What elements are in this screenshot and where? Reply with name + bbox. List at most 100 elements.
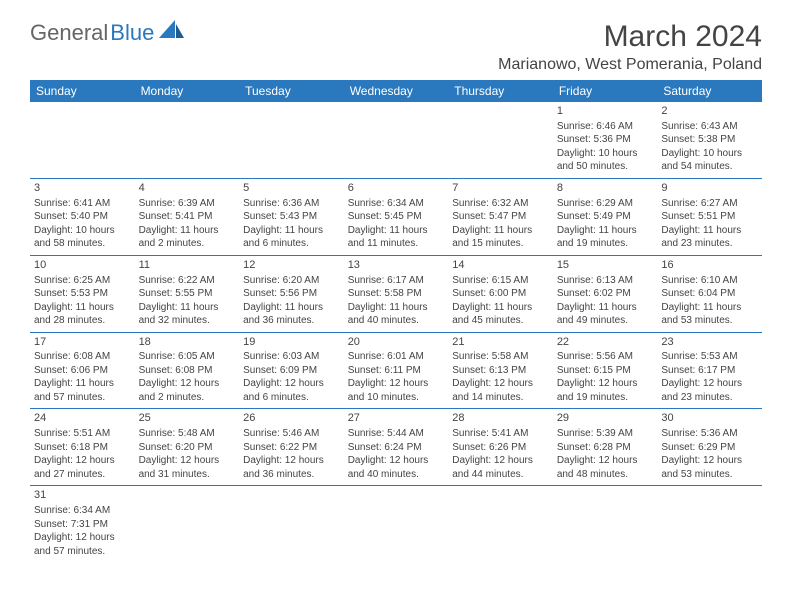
- day-detail-line: Sunrise: 6:15 AM: [452, 274, 549, 288]
- day-detail-line: Sunset: 5:53 PM: [34, 287, 131, 301]
- day-detail-line: Sunrise: 6:34 AM: [348, 197, 445, 211]
- weekday-header: Tuesday: [239, 80, 344, 102]
- day-detail-line: and 19 minutes.: [557, 391, 654, 405]
- day-detail-line: Sunset: 6:11 PM: [348, 364, 445, 378]
- day-detail-line: Sunrise: 6:36 AM: [243, 197, 340, 211]
- calendar-empty-cell: [657, 486, 762, 562]
- day-detail-line: Sunrise: 6:39 AM: [139, 197, 236, 211]
- day-number: 18: [139, 335, 236, 350]
- day-detail-line: Sunrise: 6:05 AM: [139, 350, 236, 364]
- calendar-day-cell: 20Sunrise: 6:01 AMSunset: 6:11 PMDayligh…: [344, 332, 449, 409]
- day-detail-line: Sunset: 5:41 PM: [139, 210, 236, 224]
- day-detail-line: Sunset: 5:36 PM: [557, 133, 654, 147]
- day-detail-line: and 58 minutes.: [34, 237, 131, 251]
- calendar-empty-cell: [239, 486, 344, 562]
- day-detail-line: Daylight: 12 hours: [34, 531, 131, 545]
- day-detail-line: and 53 minutes.: [661, 314, 758, 328]
- calendar-empty-cell: [448, 486, 553, 562]
- calendar-day-cell: 28Sunrise: 5:41 AMSunset: 6:26 PMDayligh…: [448, 409, 553, 486]
- day-detail-line: and 27 minutes.: [34, 468, 131, 482]
- day-detail-line: Sunrise: 5:44 AM: [348, 427, 445, 441]
- day-detail-line: Daylight: 12 hours: [243, 454, 340, 468]
- calendar-day-cell: 29Sunrise: 5:39 AMSunset: 6:28 PMDayligh…: [553, 409, 658, 486]
- calendar-day-cell: 26Sunrise: 5:46 AMSunset: 6:22 PMDayligh…: [239, 409, 344, 486]
- day-number: 19: [243, 335, 340, 350]
- weekday-header-row: SundayMondayTuesdayWednesdayThursdayFrid…: [30, 80, 762, 102]
- day-number: 26: [243, 411, 340, 426]
- day-number: 29: [557, 411, 654, 426]
- day-detail-line: Daylight: 12 hours: [139, 377, 236, 391]
- day-detail-line: Daylight: 12 hours: [348, 377, 445, 391]
- calendar-empty-cell: [448, 102, 553, 178]
- day-detail-line: and 23 minutes.: [661, 391, 758, 405]
- title-block: March 2024 Marianowo, West Pomerania, Po…: [498, 20, 762, 74]
- day-detail-line: and 53 minutes.: [661, 468, 758, 482]
- day-detail-line: Sunset: 5:51 PM: [661, 210, 758, 224]
- calendar-day-cell: 21Sunrise: 5:58 AMSunset: 6:13 PMDayligh…: [448, 332, 553, 409]
- calendar-day-cell: 9Sunrise: 6:27 AMSunset: 5:51 PMDaylight…: [657, 178, 762, 255]
- weekday-header: Wednesday: [344, 80, 449, 102]
- day-detail-line: Daylight: 12 hours: [557, 454, 654, 468]
- day-number: 8: [557, 181, 654, 196]
- day-number: 31: [34, 488, 131, 503]
- calendar-day-cell: 1Sunrise: 6:46 AMSunset: 5:36 PMDaylight…: [553, 102, 658, 178]
- day-number: 15: [557, 258, 654, 273]
- day-detail-line: and 44 minutes.: [452, 468, 549, 482]
- day-detail-line: Sunrise: 6:01 AM: [348, 350, 445, 364]
- calendar-table: SundayMondayTuesdayWednesdayThursdayFrid…: [30, 80, 762, 562]
- day-detail-line: and 15 minutes.: [452, 237, 549, 251]
- day-detail-line: and 49 minutes.: [557, 314, 654, 328]
- day-detail-line: Sunset: 6:17 PM: [661, 364, 758, 378]
- day-detail-line: Daylight: 12 hours: [348, 454, 445, 468]
- calendar-day-cell: 24Sunrise: 5:51 AMSunset: 6:18 PMDayligh…: [30, 409, 135, 486]
- day-detail-line: Sunset: 6:13 PM: [452, 364, 549, 378]
- day-detail-line: and 50 minutes.: [557, 160, 654, 174]
- weekday-header: Thursday: [448, 80, 553, 102]
- day-detail-line: Sunrise: 5:51 AM: [34, 427, 131, 441]
- weekday-header: Saturday: [657, 80, 762, 102]
- day-detail-line: Sunrise: 5:36 AM: [661, 427, 758, 441]
- day-detail-line: Daylight: 12 hours: [34, 454, 131, 468]
- day-detail-line: Sunset: 5:45 PM: [348, 210, 445, 224]
- day-number: 20: [348, 335, 445, 350]
- day-detail-line: Sunset: 6:04 PM: [661, 287, 758, 301]
- calendar-day-cell: 3Sunrise: 6:41 AMSunset: 5:40 PMDaylight…: [30, 178, 135, 255]
- day-detail-line: and 19 minutes.: [557, 237, 654, 251]
- calendar-day-cell: 8Sunrise: 6:29 AMSunset: 5:49 PMDaylight…: [553, 178, 658, 255]
- day-number: 5: [243, 181, 340, 196]
- day-detail-line: and 40 minutes.: [348, 314, 445, 328]
- day-detail-line: Daylight: 12 hours: [557, 377, 654, 391]
- calendar-week-row: 24Sunrise: 5:51 AMSunset: 6:18 PMDayligh…: [30, 409, 762, 486]
- day-detail-line: Sunset: 6:29 PM: [661, 441, 758, 455]
- calendar-empty-cell: [239, 102, 344, 178]
- day-detail-line: Daylight: 11 hours: [661, 301, 758, 315]
- calendar-week-row: 10Sunrise: 6:25 AMSunset: 5:53 PMDayligh…: [30, 255, 762, 332]
- day-number: 3: [34, 181, 131, 196]
- day-detail-line: and 14 minutes.: [452, 391, 549, 405]
- calendar-body: 1Sunrise: 6:46 AMSunset: 5:36 PMDaylight…: [30, 102, 762, 562]
- day-detail-line: and 6 minutes.: [243, 237, 340, 251]
- calendar-day-cell: 30Sunrise: 5:36 AMSunset: 6:29 PMDayligh…: [657, 409, 762, 486]
- calendar-day-cell: 14Sunrise: 6:15 AMSunset: 6:00 PMDayligh…: [448, 255, 553, 332]
- calendar-day-cell: 10Sunrise: 6:25 AMSunset: 5:53 PMDayligh…: [30, 255, 135, 332]
- day-detail-line: Sunrise: 5:39 AM: [557, 427, 654, 441]
- day-detail-line: Daylight: 11 hours: [452, 301, 549, 315]
- day-detail-line: Daylight: 10 hours: [661, 147, 758, 161]
- day-detail-line: Daylight: 11 hours: [34, 301, 131, 315]
- day-detail-line: Sunrise: 6:32 AM: [452, 197, 549, 211]
- day-detail-line: and 23 minutes.: [661, 237, 758, 251]
- day-detail-line: Daylight: 12 hours: [452, 454, 549, 468]
- day-number: 25: [139, 411, 236, 426]
- day-detail-line: Sunset: 6:26 PM: [452, 441, 549, 455]
- day-detail-line: Daylight: 12 hours: [452, 377, 549, 391]
- day-number: 27: [348, 411, 445, 426]
- day-number: 1: [557, 104, 654, 119]
- day-detail-line: Sunset: 5:47 PM: [452, 210, 549, 224]
- day-number: 7: [452, 181, 549, 196]
- weekday-header: Sunday: [30, 80, 135, 102]
- calendar-day-cell: 27Sunrise: 5:44 AMSunset: 6:24 PMDayligh…: [344, 409, 449, 486]
- day-detail-line: Daylight: 11 hours: [348, 301, 445, 315]
- calendar-day-cell: 7Sunrise: 6:32 AMSunset: 5:47 PMDaylight…: [448, 178, 553, 255]
- day-detail-line: Sunrise: 6:34 AM: [34, 504, 131, 518]
- day-detail-line: Daylight: 11 hours: [243, 224, 340, 238]
